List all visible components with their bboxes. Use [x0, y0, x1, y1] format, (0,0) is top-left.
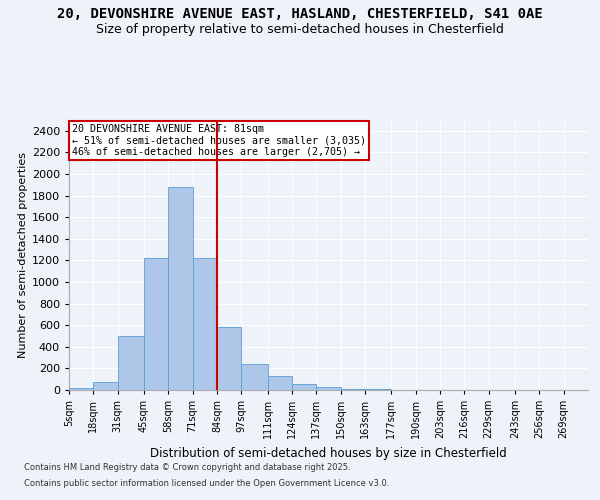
Bar: [217, 328, 241, 390]
Bar: [193, 258, 217, 390]
Bar: [268, 376, 292, 390]
Bar: [241, 364, 268, 390]
Bar: [169, 187, 193, 390]
X-axis label: Distribution of semi-detached houses by size in Chesterfield: Distribution of semi-detached houses by …: [150, 446, 507, 460]
Text: Contains public sector information licensed under the Open Government Licence v3: Contains public sector information licen…: [24, 478, 389, 488]
Bar: [144, 258, 169, 390]
Text: Contains HM Land Registry data © Crown copyright and database right 2025.: Contains HM Land Registry data © Crown c…: [24, 464, 350, 472]
Text: Size of property relative to semi-detached houses in Chesterfield: Size of property relative to semi-detach…: [96, 22, 504, 36]
Bar: [118, 336, 144, 390]
Bar: [94, 382, 118, 390]
Bar: [341, 389, 365, 390]
Bar: [316, 387, 341, 390]
Bar: [292, 384, 316, 390]
Text: 20 DEVONSHIRE AVENUE EAST: 81sqm
← 51% of semi-detached houses are smaller (3,03: 20 DEVONSHIRE AVENUE EAST: 81sqm ← 51% o…: [71, 124, 365, 157]
Bar: [69, 388, 94, 390]
Text: 20, DEVONSHIRE AVENUE EAST, HASLAND, CHESTERFIELD, S41 0AE: 20, DEVONSHIRE AVENUE EAST, HASLAND, CHE…: [57, 8, 543, 22]
Y-axis label: Number of semi-detached properties: Number of semi-detached properties: [17, 152, 28, 358]
